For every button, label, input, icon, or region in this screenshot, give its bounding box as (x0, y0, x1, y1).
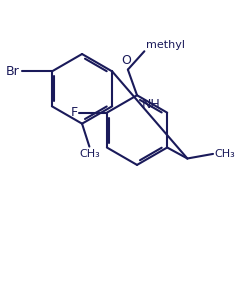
Text: NH: NH (142, 98, 161, 111)
Text: CH₃: CH₃ (79, 149, 100, 159)
Text: O: O (121, 54, 131, 67)
Text: methyl: methyl (146, 40, 185, 50)
Text: CH₃: CH₃ (215, 149, 236, 159)
Text: Br: Br (6, 65, 20, 78)
Text: F: F (70, 106, 77, 119)
